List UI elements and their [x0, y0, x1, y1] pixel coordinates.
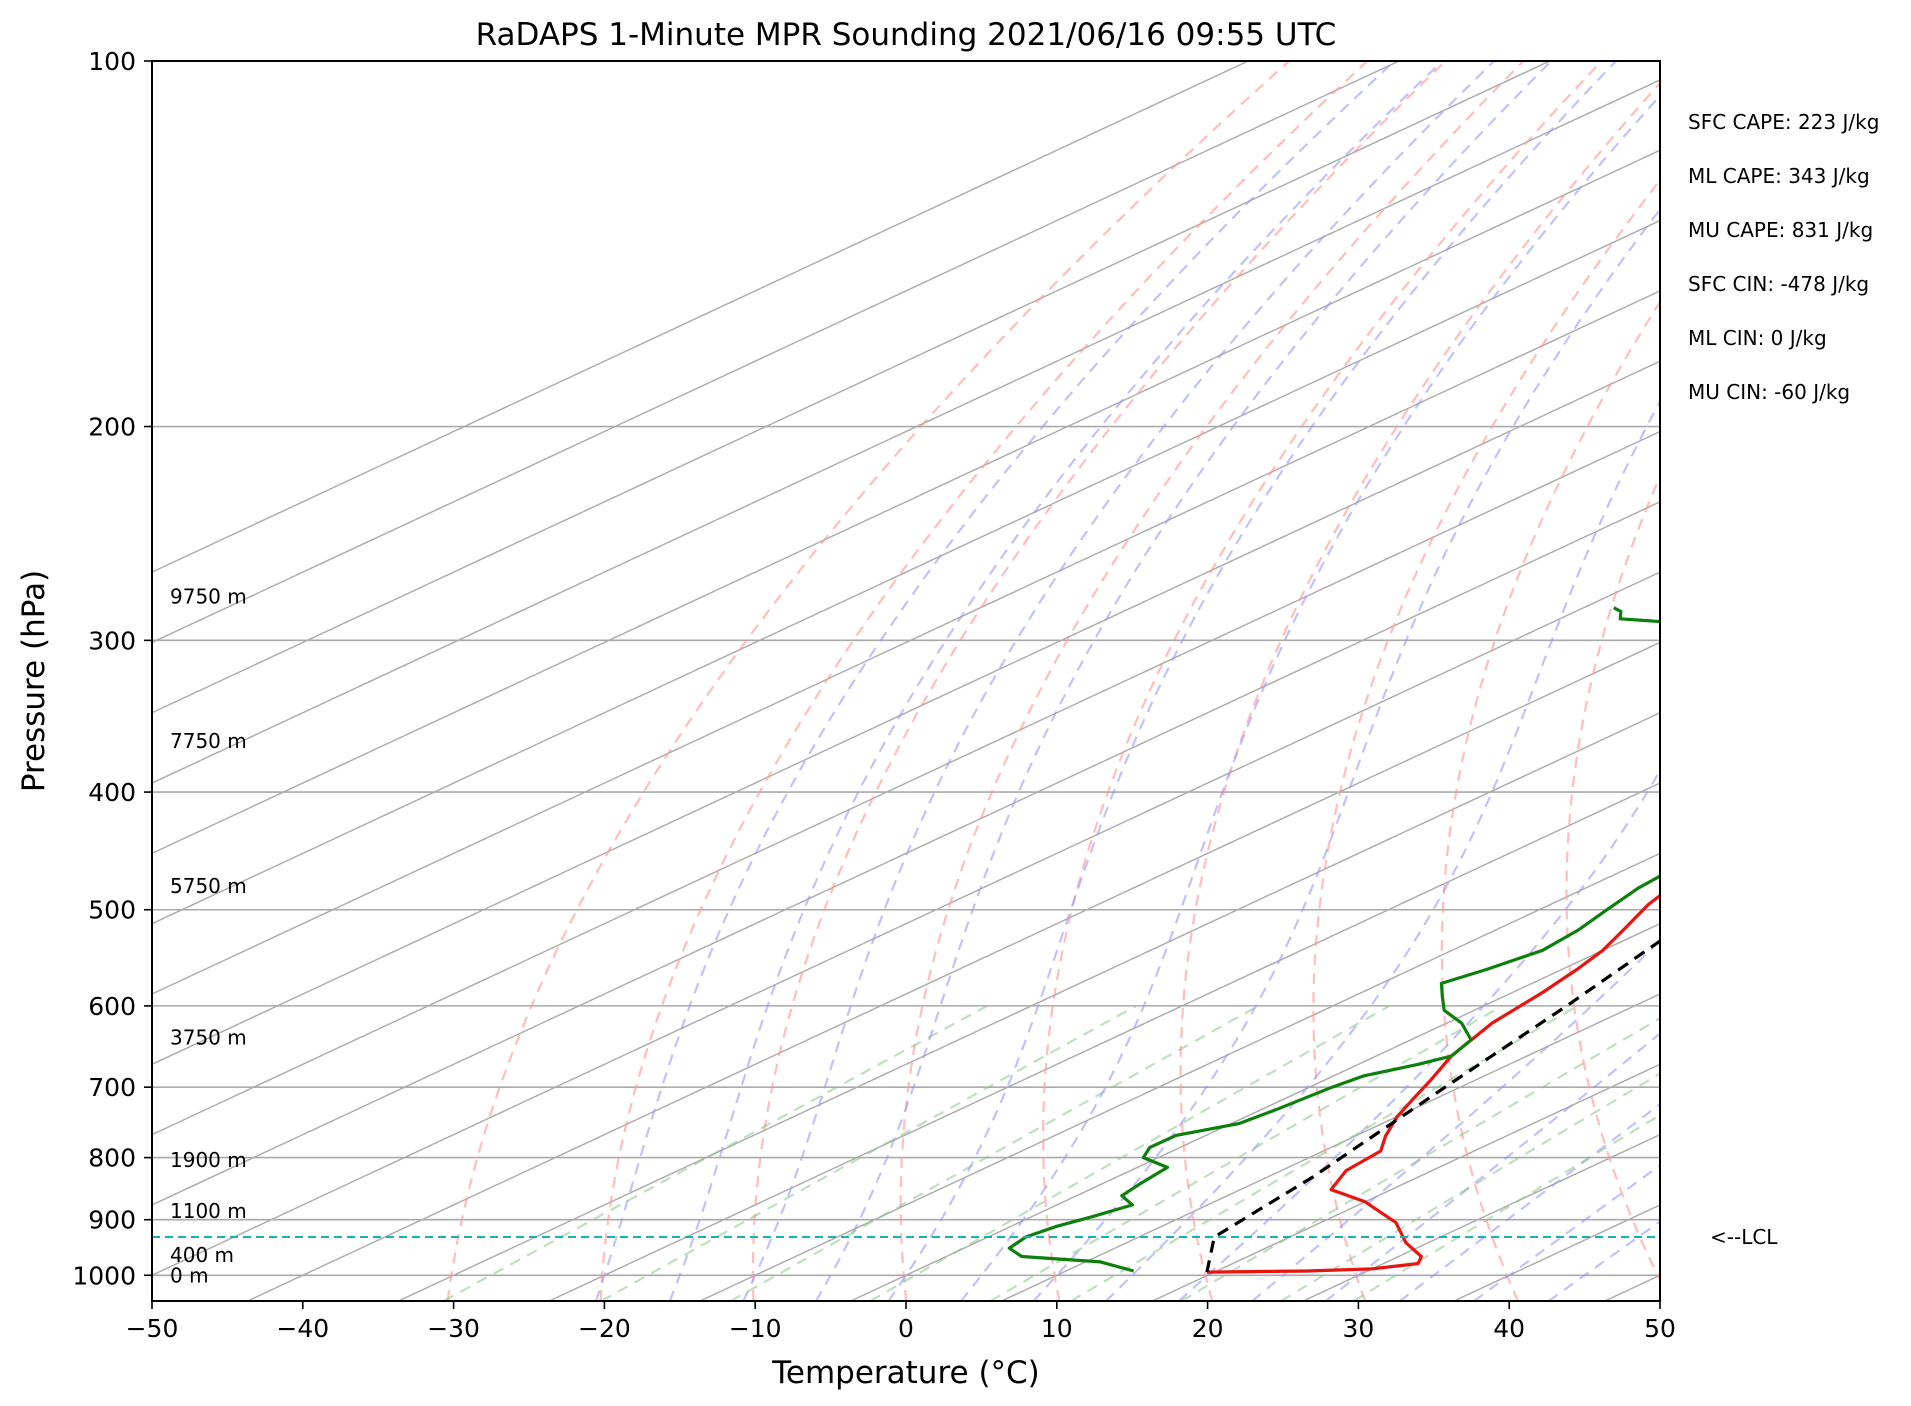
- y-tick-label: 500: [88, 896, 136, 925]
- isotherm-line: [247, 641, 1660, 1301]
- height-label: 0 m: [170, 1263, 209, 1287]
- mixing-ratio-line: [443, 1004, 988, 1301]
- index-label: ML CAPE: 343 J/kg: [1688, 164, 1870, 188]
- x-tick-label: −30: [427, 1314, 480, 1343]
- moist-adiabat-line: [887, 61, 1617, 1301]
- moist-adiabat-line: [1399, 1102, 1660, 1301]
- y-tick-label: 200: [88, 413, 136, 442]
- height-label: 9750 m: [170, 584, 247, 608]
- isotherm-line: [152, 61, 1249, 573]
- index-label: MU CAPE: 831 J/kg: [1688, 218, 1873, 242]
- isotherm-line: [1152, 1063, 1660, 1301]
- isotherm-line: [152, 149, 1660, 855]
- index-label: SFC CAPE: 223 J/kg: [1688, 110, 1879, 134]
- isotherm-line: [152, 290, 1660, 995]
- x-tick-label: 30: [1342, 1314, 1374, 1343]
- isotherm-line: [152, 430, 1660, 1136]
- parcel-line: [1205, 939, 1660, 1273]
- dry-adiabat-line: [1565, 473, 1660, 1283]
- chart-title: RaDAPS 1-Minute MPR Sounding 2021/06/16 …: [476, 17, 1337, 53]
- isotherm-line: [699, 852, 1660, 1301]
- dry-adiabat-line: [1041, 61, 1603, 1301]
- y-tick-label: 700: [88, 1073, 136, 1102]
- x-tick-label: −10: [729, 1314, 782, 1343]
- height-label: 400 m: [170, 1243, 234, 1267]
- y-tick-label: 300: [88, 626, 136, 655]
- mixing-ratio-line: [730, 1004, 1259, 1301]
- x-tick-label: −50: [126, 1314, 179, 1343]
- height-label: 1100 m: [170, 1199, 247, 1223]
- isotherm-line: [1604, 1274, 1660, 1301]
- x-tick-label: 40: [1493, 1314, 1525, 1343]
- x-tick-label: 20: [1192, 1314, 1224, 1343]
- moist-adiabat-line: [1473, 1163, 1660, 1301]
- dry-adiabat-line: [899, 61, 1525, 1301]
- isotherm-line: [850, 922, 1660, 1301]
- temperature-line: [1206, 893, 1660, 1274]
- index-label: SFC CIN: -478 J/kg: [1688, 272, 1869, 296]
- mixing-ratio-line: [1181, 1016, 1660, 1301]
- dry-adiabat-line: [751, 61, 1447, 1301]
- dry-adiabat-line: [1687, 61, 1911, 1301]
- y-axis-title: Pressure (hPa): [16, 570, 52, 792]
- dry-adiabat-line: [599, 61, 1369, 1301]
- isotherm-line: [152, 79, 1660, 784]
- moist-adiabat-line: [960, 94, 1660, 1301]
- x-tick-label: 0: [898, 1314, 914, 1343]
- moist-adiabat-line: [1105, 399, 1660, 1301]
- dry-adiabat-line: [1440, 300, 1660, 1301]
- isotherm-line: [152, 501, 1660, 1206]
- mixing-ratio-line: [600, 1004, 1137, 1301]
- x-axis-title: Temperature (°C): [771, 1355, 1040, 1391]
- dry-adiabat-line: [1804, 61, 1911, 1301]
- y-tick-label: 800: [88, 1144, 136, 1173]
- isotherm-line: [152, 571, 1660, 1277]
- y-tick-label: 900: [88, 1206, 136, 1235]
- moist-adiabat-line: [1251, 939, 1660, 1301]
- height-label: 5750 m: [170, 874, 247, 898]
- y-tick-label: 1000: [72, 1261, 136, 1290]
- y-tick-label: 600: [88, 992, 136, 1021]
- height-label: 1900 m: [170, 1148, 247, 1172]
- y-tick-label: 100: [88, 47, 136, 76]
- isotherm-line: [152, 219, 1660, 925]
- x-tick-label: 10: [1041, 1314, 1073, 1343]
- isotherm-line: [548, 782, 1660, 1301]
- isotherm-line: [398, 711, 1660, 1301]
- moist-adiabat-line: [742, 61, 1495, 1301]
- moist-adiabat-line: [1032, 207, 1660, 1301]
- moist-adiabat-line: [594, 61, 1396, 1301]
- x-tick-label: −20: [578, 1314, 631, 1343]
- dry-adiabat-line: [1179, 81, 1660, 1301]
- mixing-ratio-line: [1280, 1072, 1660, 1301]
- lcl-label: <--LCL: [1710, 1225, 1778, 1249]
- dry-adiabat-line: [446, 61, 1290, 1301]
- x-tick-label: 50: [1644, 1314, 1676, 1343]
- isotherm-line: [152, 61, 1400, 644]
- y-tick-label: 400: [88, 778, 136, 807]
- index-label: MU CIN: -60 J/kg: [1688, 380, 1850, 404]
- height-label: 7750 m: [170, 729, 247, 753]
- mixing-ratio-line: [1070, 1004, 1579, 1301]
- moist-adiabat-line: [1325, 1031, 1660, 1301]
- mixing-ratio-line: [990, 1004, 1503, 1301]
- mixing-ratio-line: [869, 1004, 1390, 1301]
- x-tick-label: −40: [276, 1314, 329, 1343]
- dewpoint-line: [1007, 606, 1660, 1273]
- isotherm-line: [1001, 993, 1660, 1301]
- isotherm-line: [152, 61, 1551, 714]
- isotherm-line: [152, 360, 1660, 1066]
- plot-frame: [151, 60, 1661, 1302]
- moist-adiabat-line: [815, 61, 1553, 1301]
- index-label: ML CIN: 0 J/kg: [1688, 326, 1827, 350]
- isotherm-line: [1302, 1133, 1660, 1301]
- moist-adiabat-line: [1178, 768, 1660, 1301]
- height-label: 3750 m: [170, 1025, 247, 1049]
